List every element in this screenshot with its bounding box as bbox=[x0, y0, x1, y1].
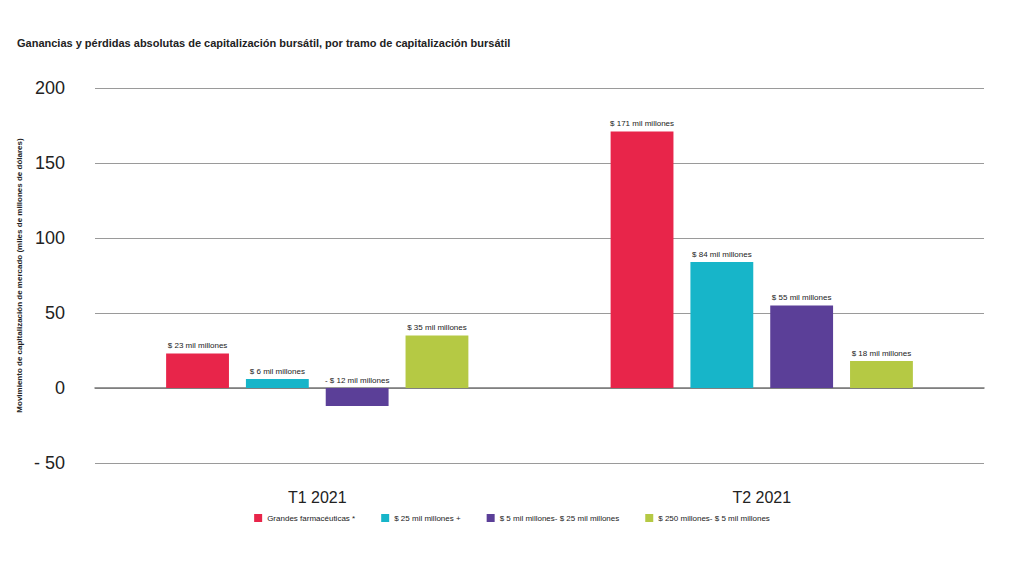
svg-text:0: 0 bbox=[55, 378, 65, 398]
svg-text:100: 100 bbox=[35, 228, 65, 248]
svg-text:$ 5 mil millones- $ 25 mil mil: $ 5 mil millones- $ 25 mil millones bbox=[500, 514, 620, 523]
svg-text:- $ 12 mil millones: - $ 12 mil millones bbox=[325, 376, 389, 385]
svg-text:T2 2021: T2 2021 bbox=[732, 489, 791, 506]
svg-text:200: 200 bbox=[35, 78, 65, 98]
svg-text:$ 18 mil millones: $ 18 mil millones bbox=[852, 349, 912, 358]
svg-text:$ 6 mil millones: $ 6 mil millones bbox=[250, 367, 305, 376]
svg-text:Grandes farmacéuticas *: Grandes farmacéuticas * bbox=[267, 514, 355, 523]
svg-text:$ 84 mil millones: $ 84 mil millones bbox=[692, 250, 752, 259]
svg-text:- 50: - 50 bbox=[34, 453, 65, 473]
svg-text:$ 250 millones- $ 5 mil millon: $ 250 millones- $ 5 mil millones bbox=[658, 514, 770, 523]
svg-text:150: 150 bbox=[35, 153, 65, 173]
svg-text:$ 23 mil millones: $ 23 mil millones bbox=[168, 341, 228, 350]
svg-text:T1 2021: T1 2021 bbox=[288, 489, 347, 506]
svg-text:$ 171 mil millones: $ 171 mil millones bbox=[610, 119, 674, 128]
svg-text:$ 55 mil millones: $ 55 mil millones bbox=[772, 293, 832, 302]
svg-text:$ 25 mil millones +: $ 25 mil millones + bbox=[394, 514, 461, 523]
svg-text:50: 50 bbox=[45, 303, 65, 323]
svg-text:Movimiento de capitalización d: Movimiento de capitalización de mercado … bbox=[15, 138, 24, 413]
svg-text:$ 35 mil millones: $ 35 mil millones bbox=[407, 323, 467, 332]
svg-text:Ganancias y pérdidas absolutas: Ganancias y pérdidas absolutas de capita… bbox=[17, 37, 510, 49]
